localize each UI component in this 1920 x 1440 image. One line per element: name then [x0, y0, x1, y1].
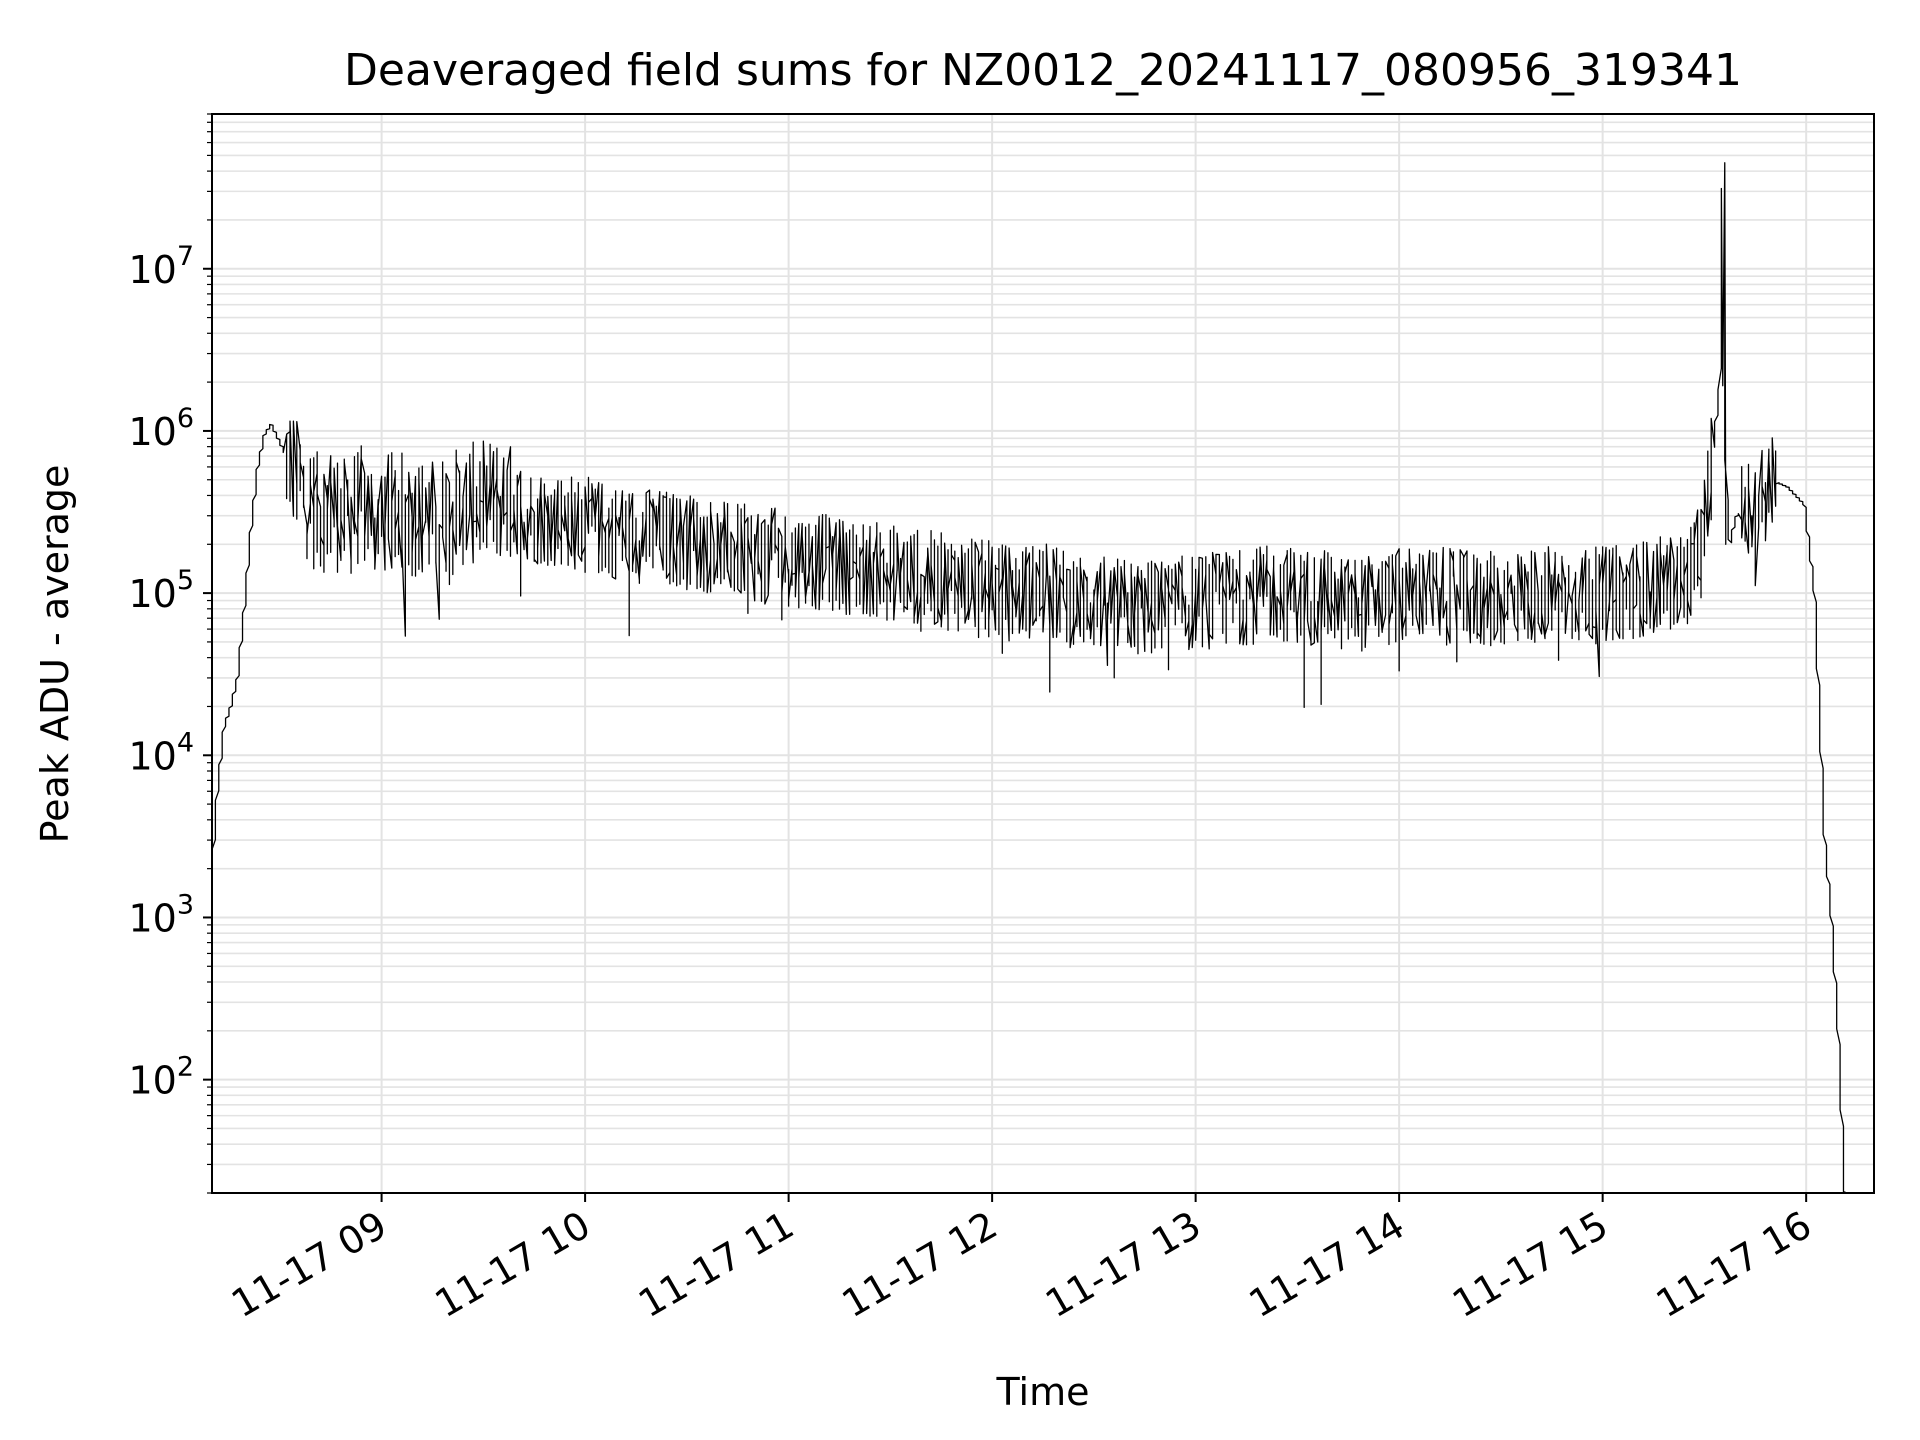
- series-line: [211, 162, 1854, 1194]
- plot-frame: [211, 113, 1875, 1194]
- y-tick-label: 104: [128, 727, 194, 778]
- y-tick-label: 102: [128, 1052, 194, 1103]
- chart-title: Deaveraged field sums for NZ0012_2024111…: [344, 45, 1742, 96]
- series-layer: [211, 162, 1854, 1194]
- y-axis-label: Peak ADU - average: [33, 465, 77, 844]
- y-tick-label: 106: [128, 403, 194, 454]
- y-tick-label: 105: [128, 565, 194, 616]
- grid: [212, 113, 1874, 1194]
- y-tick-label: 103: [128, 889, 194, 940]
- x-axis-label: Time: [996, 1370, 1090, 1414]
- y-tick-label: 107: [128, 241, 194, 292]
- y-axis: 102 103 104 105 106 107: [128, 113, 212, 1194]
